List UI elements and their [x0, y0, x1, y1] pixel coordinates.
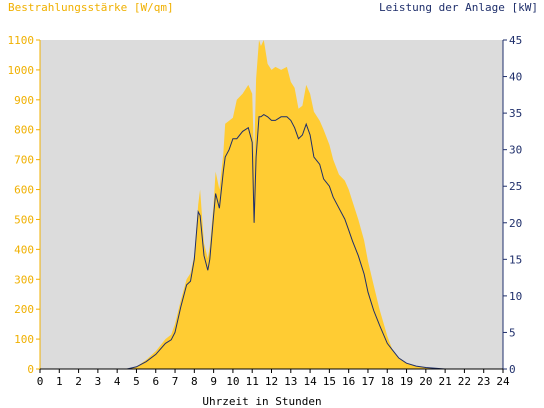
- x-tick-label: 9: [210, 375, 217, 388]
- series-irradiance-area: [40, 40, 503, 369]
- right-tick-label: 10: [509, 290, 522, 303]
- right-axis-title: Leistung der Anlage [kW]: [379, 1, 538, 14]
- x-tick-label: 19: [400, 375, 413, 388]
- left-tick-label: 200: [14, 303, 34, 316]
- right-tick-label: 15: [509, 253, 522, 266]
- x-tick-label: 18: [381, 375, 394, 388]
- x-tick-label: 15: [323, 375, 336, 388]
- x-tick-label: 21: [439, 375, 452, 388]
- x-tick-label: 23: [477, 375, 490, 388]
- right-tick-label: 20: [509, 217, 522, 230]
- left-tick-label: 0: [27, 363, 34, 376]
- right-tick-label: 40: [509, 71, 522, 84]
- x-tick-label: 2: [75, 375, 82, 388]
- right-tick-label: 5: [509, 326, 516, 339]
- x-tick-label: 22: [458, 375, 471, 388]
- left-tick-label: 1000: [8, 64, 35, 77]
- left-tick-label: 1100: [8, 34, 35, 47]
- x-tick-label: 12: [265, 375, 278, 388]
- x-tick-label: 10: [226, 375, 239, 388]
- x-tick-label: 20: [419, 375, 432, 388]
- x-tick-label: 6: [152, 375, 159, 388]
- x-tick-label: 7: [172, 375, 179, 388]
- x-axis-title: Uhrzeit in Stunden: [202, 395, 321, 408]
- left-tick-label: 700: [14, 154, 34, 167]
- left-tick-label: 800: [14, 124, 34, 137]
- x-tick-label: 14: [303, 375, 317, 388]
- right-tick-label: 0: [509, 363, 516, 376]
- left-tick-label: 600: [14, 184, 34, 197]
- x-tick-label: 24: [496, 375, 510, 388]
- x-tick-label: 5: [133, 375, 140, 388]
- right-tick-label: 35: [509, 107, 522, 120]
- x-tick-label: 16: [342, 375, 355, 388]
- x-tick-label: 13: [284, 375, 297, 388]
- left-tick-label: 100: [14, 333, 34, 346]
- left-tick-label: 400: [14, 243, 34, 256]
- x-tick-label: 17: [361, 375, 374, 388]
- series-layer: [40, 40, 503, 370]
- left-tick-label: 500: [14, 213, 34, 226]
- x-tick-label: 0: [37, 375, 44, 388]
- x-tick-label: 1: [56, 375, 63, 388]
- x-tick-label: 8: [191, 375, 198, 388]
- x-tick-label: 3: [95, 375, 102, 388]
- right-tick-label: 30: [509, 144, 522, 157]
- left-axis-title: Bestrahlungsstärke [W/qm]: [8, 1, 174, 14]
- x-tick-label: 11: [246, 375, 259, 388]
- right-tick-label: 45: [509, 34, 522, 47]
- x-tick-label: 4: [114, 375, 121, 388]
- left-tick-label: 900: [14, 94, 34, 107]
- left-tick-label: 300: [14, 273, 34, 286]
- series-power-line: [40, 114, 503, 370]
- right-tick-label: 25: [509, 180, 522, 193]
- axes-layer: 0100200300400500600700800900100011000510…: [8, 34, 523, 388]
